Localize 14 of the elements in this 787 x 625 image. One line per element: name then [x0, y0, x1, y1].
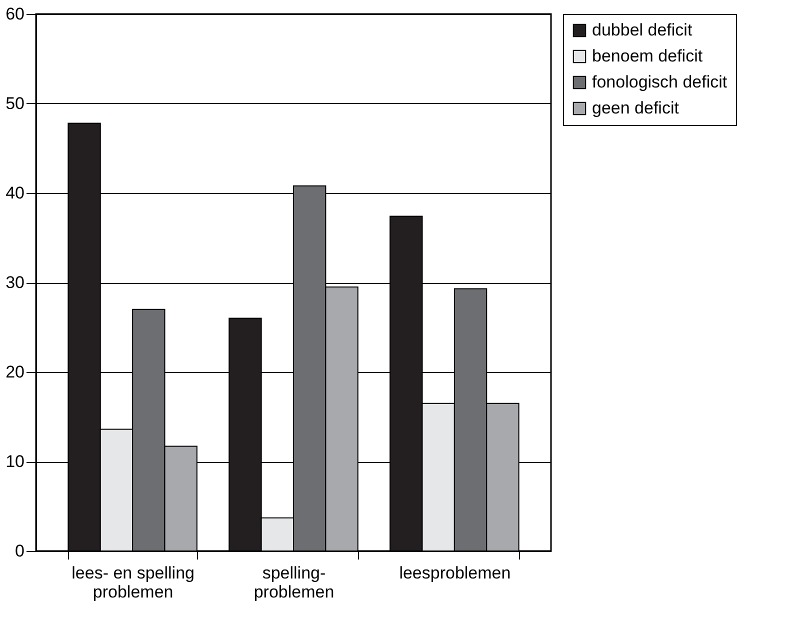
- x-tick-label: leesproblemen: [399, 564, 511, 582]
- x-tick-label: lees- en spelling problemen: [72, 564, 194, 602]
- y-tick-label: 30: [6, 273, 24, 292]
- legend-label: fonologisch deficit: [592, 72, 728, 92]
- y-tick-label: 20: [6, 362, 24, 382]
- y-tick-label: 0: [15, 542, 24, 560]
- y-tick-label: 40: [6, 184, 24, 202]
- legend-label: dubbel deficit: [592, 20, 692, 40]
- y-tick-label: 50: [6, 94, 24, 113]
- x-tick-label: spelling- problemen: [254, 564, 334, 602]
- legend-label: benoem deficit: [592, 46, 703, 66]
- y-tick-label: 60: [6, 4, 24, 24]
- legend-label: geen deficit: [592, 98, 680, 118]
- y-tick-label: 10: [6, 452, 24, 471]
